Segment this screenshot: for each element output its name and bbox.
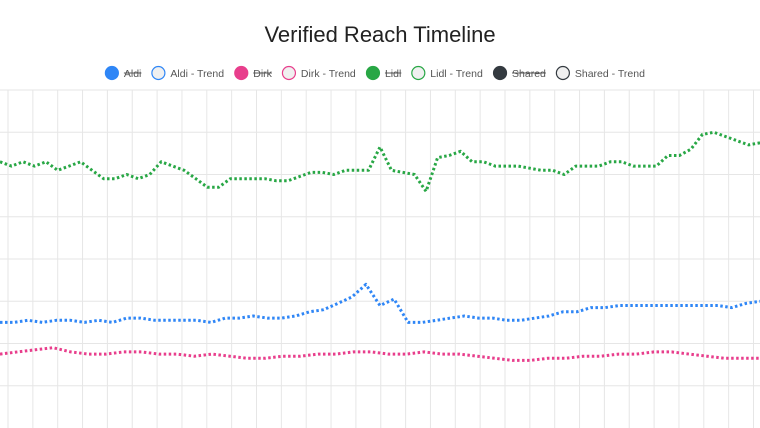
series-layer — [0, 130, 760, 362]
legend-label: Lidl - Trend — [430, 68, 483, 80]
legend-item[interactable]: Shared — [492, 65, 547, 81]
legend-item[interactable]: Dirk — [234, 65, 273, 81]
legend-item[interactable]: Lidl — [365, 65, 401, 81]
chart-title: Verified Reach Timeline — [264, 22, 496, 47]
legend-item[interactable]: Shared - Trend — [555, 65, 645, 81]
legend-item[interactable]: Aldi — [104, 65, 142, 81]
legend-item[interactable]: Dirk - Trend — [281, 65, 356, 81]
legend-swatch — [492, 65, 508, 81]
legend-label: Dirk - Trend — [301, 68, 356, 80]
legend-swatch — [104, 65, 119, 81]
grid-lines — [0, 89, 760, 428]
legend-label: Shared — [512, 68, 546, 80]
legend-swatch — [281, 65, 297, 81]
legend-swatch — [234, 65, 249, 81]
series-line — [0, 346, 760, 362]
legend-item[interactable]: Aldi - Trend — [151, 65, 224, 81]
legend-swatch — [151, 65, 166, 81]
series-line — [0, 130, 760, 193]
legend-label: Aldi — [124, 68, 142, 80]
legend-swatch — [365, 65, 381, 81]
legend-label: Dirk — [253, 68, 272, 80]
legend-swatch — [555, 65, 570, 81]
legend-label: Shared - Trend — [575, 68, 645, 80]
legend-swatch — [411, 65, 426, 81]
series-line — [0, 282, 760, 324]
legend-label: Aldi - Trend — [170, 68, 224, 80]
legend: Aldi Aldi - Trend Dirk Dirk - Trend Lidl Lidl… — [104, 65, 645, 81]
legend-item[interactable]: Lidl - Trend — [411, 65, 483, 81]
legend-label: Lidl — [385, 68, 401, 80]
